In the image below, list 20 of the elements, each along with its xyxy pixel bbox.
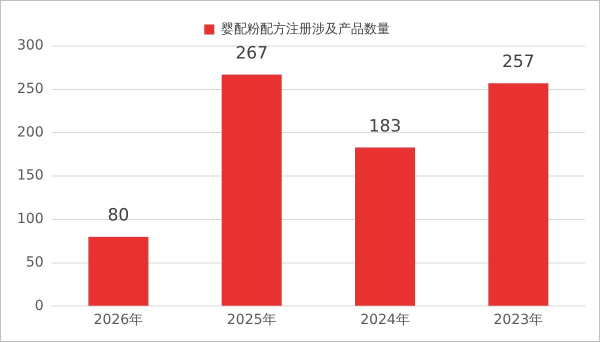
bar [222,74,282,306]
y-tick-label: 100 [16,211,44,228]
data-label: 183 [368,116,402,136]
y-tick-label: 250 [16,81,44,98]
x-tick-label: 2025年 [226,312,277,328]
data-label: 267 [235,44,268,64]
data-label: 257 [502,52,535,72]
y-tick-label: 50 [26,254,44,270]
bar [488,83,548,306]
x-tick-label: 2023年 [494,312,544,328]
y-tick-label: 200 [16,124,44,140]
bar [88,236,148,306]
y-tick-label: 0 [34,298,44,314]
y-tick-label: 150 [16,168,44,184]
x-tick-label: 2026年 [94,312,144,328]
legend-label: 婴配粉配方注册涉及产品数量 [220,20,390,37]
bar [355,147,416,306]
data-label: 80 [108,206,130,226]
x-tick-label: 2024年 [360,312,410,328]
y-tick-label: 300 [16,38,44,54]
